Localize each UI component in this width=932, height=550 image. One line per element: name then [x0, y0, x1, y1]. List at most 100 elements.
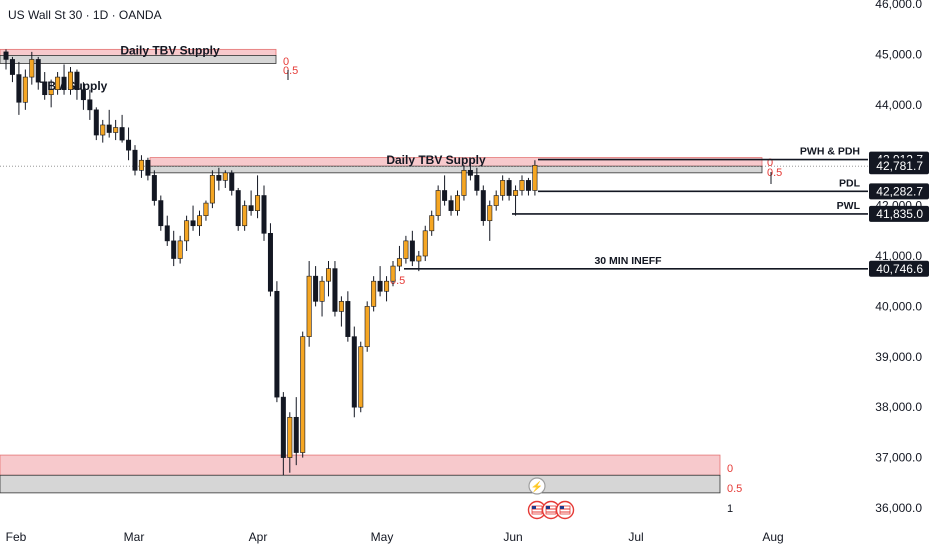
y-tick-label: 39,000.0	[875, 350, 922, 364]
y-tick-label: 45,000.0	[875, 47, 922, 61]
fib-label: 0.5	[727, 483, 742, 495]
candle-body	[487, 205, 493, 222]
price-label: 41,835.0	[876, 207, 923, 221]
demand-zone-lower	[0, 454, 721, 476]
candle-body	[345, 301, 351, 337]
candle-body	[280, 396, 286, 458]
candle-body	[306, 275, 312, 337]
candle-body	[29, 59, 35, 78]
price-label-box	[869, 260, 929, 277]
y-tick-label: 38,000.0	[875, 400, 922, 414]
level-label: PDL	[839, 177, 861, 189]
candle-body	[35, 59, 41, 83]
candle-body	[525, 180, 531, 191]
us-flag-icon	[532, 506, 536, 509]
candle-body	[319, 280, 325, 302]
candle-body	[506, 180, 512, 196]
us-flag-icon	[559, 505, 571, 515]
candle-body	[248, 205, 254, 211]
candle-body	[177, 240, 183, 259]
price-label: 42,282.7	[876, 184, 923, 198]
y-tick-label: 40,000.0	[875, 299, 922, 313]
candle-body	[371, 280, 377, 307]
price-label-box	[869, 183, 929, 200]
candle-body	[100, 124, 106, 136]
x-tick-label: May	[371, 530, 394, 544]
candle-body	[184, 220, 190, 242]
candle-body	[338, 301, 344, 312]
y-tick-label: 44,000.0	[875, 98, 922, 112]
candle-body	[74, 71, 80, 90]
candle-body	[80, 89, 86, 101]
candle-body	[229, 172, 235, 191]
candle-body	[467, 170, 473, 176]
candle-body	[190, 220, 196, 227]
candle-body	[216, 175, 222, 181]
fib-label: 0.5	[283, 65, 298, 77]
level-label: PWL	[837, 200, 861, 212]
x-tick-label: Apr	[249, 530, 268, 544]
candle-body	[454, 195, 460, 211]
candle-body	[384, 280, 390, 292]
candle-body	[429, 215, 435, 232]
candle-body	[132, 149, 138, 171]
candle-body	[222, 172, 228, 181]
zone-label: Daily TBV Supply	[386, 153, 486, 167]
candle-body	[151, 175, 157, 201]
us-flag-icon	[560, 506, 564, 509]
candle-body	[113, 127, 119, 133]
candle-body	[171, 240, 177, 259]
candle-body	[267, 233, 273, 292]
x-tick-label: Jun	[503, 530, 522, 544]
candle-body	[493, 195, 499, 206]
flash-icon	[528, 477, 546, 495]
candle-body	[422, 230, 428, 257]
flash-icon: ⚡	[531, 480, 543, 493]
candle-body	[377, 280, 383, 292]
price-label: 40,746.6	[876, 262, 923, 276]
fib-label: 0	[767, 157, 773, 169]
fib-label: 0	[283, 56, 289, 68]
fib-label: 1	[727, 503, 733, 515]
candle-body	[519, 180, 525, 191]
candle-body	[209, 175, 215, 204]
level-label: 30 MIN INEFF	[594, 255, 662, 267]
candle-body	[93, 109, 99, 136]
price-label-box	[869, 205, 929, 222]
candle-body	[274, 290, 280, 398]
candle-body	[261, 195, 267, 234]
candle-body	[300, 336, 306, 453]
candle-body	[203, 202, 209, 216]
candle-body	[87, 99, 93, 111]
candle-body	[61, 76, 67, 90]
candle-body	[416, 255, 422, 262]
price-label-box	[869, 158, 929, 175]
y-tick-label: 37,000.0	[875, 451, 922, 465]
candle-body	[403, 240, 409, 259]
candle-body	[351, 336, 357, 408]
candle-body	[500, 180, 506, 196]
fib-label: 0.5	[767, 167, 782, 179]
candle-body	[126, 139, 132, 151]
price-label: 42,781.7	[876, 159, 923, 173]
candle-body	[513, 190, 519, 196]
candle-body	[313, 275, 319, 302]
candle-body	[145, 159, 151, 176]
x-tick-label: Feb	[6, 530, 27, 544]
level-label: PWH & PDH	[800, 146, 860, 158]
candle-body	[42, 81, 48, 96]
candle-body	[287, 416, 293, 458]
candle-body	[242, 205, 248, 227]
candle-body	[16, 74, 22, 103]
candle-body	[332, 268, 338, 312]
candle-body	[532, 164, 538, 191]
fib-label: 0	[727, 463, 733, 475]
candle-body	[68, 71, 74, 90]
candle-body	[197, 215, 203, 227]
candle-body	[22, 76, 28, 103]
candle-body	[448, 200, 454, 211]
candle-body	[106, 124, 112, 133]
candle-body	[235, 190, 241, 227]
candle-body	[158, 200, 164, 227]
